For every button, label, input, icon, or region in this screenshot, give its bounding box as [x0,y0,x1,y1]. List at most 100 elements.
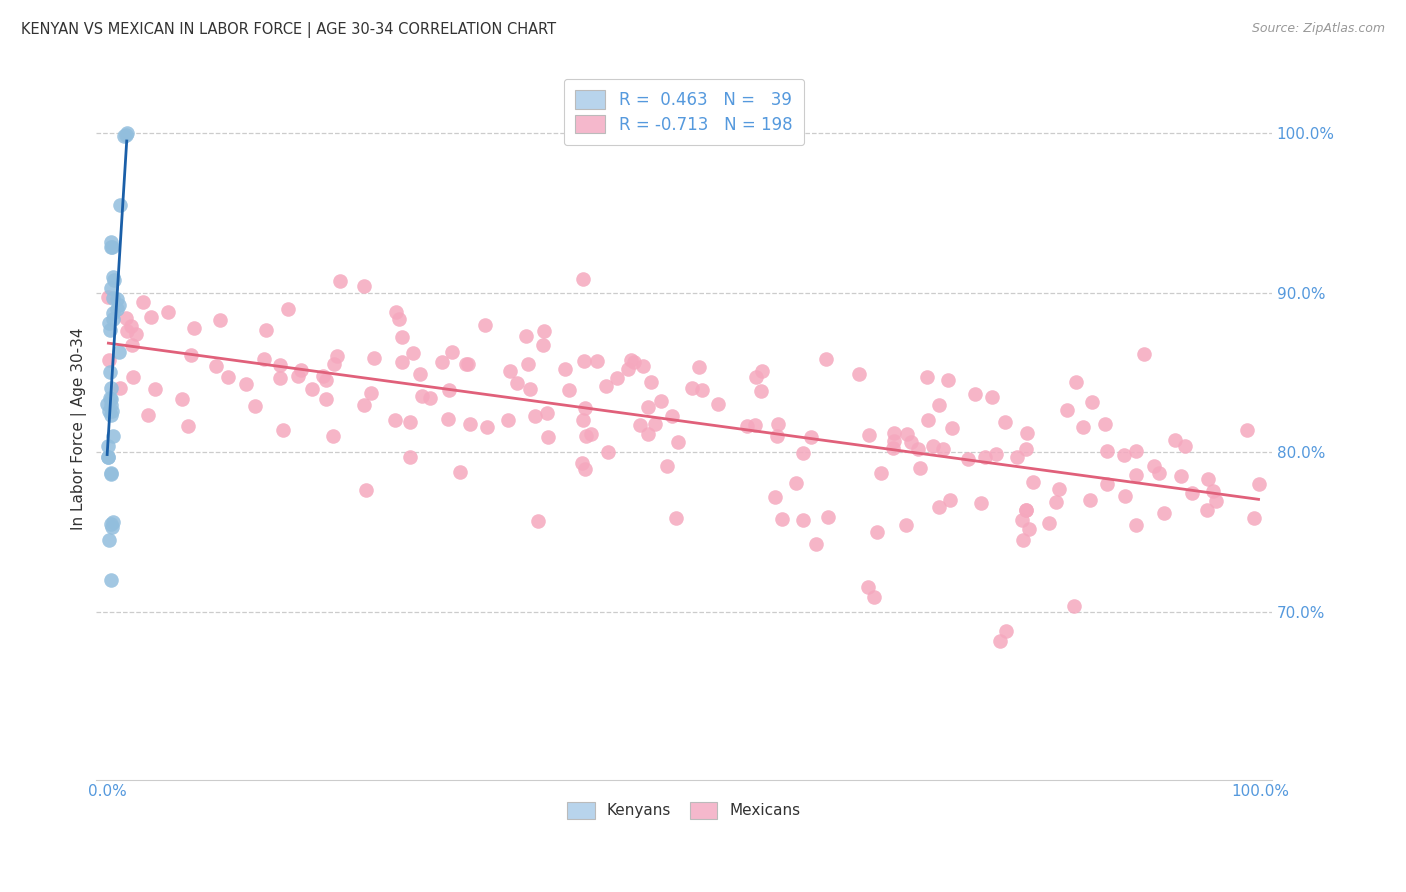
Point [100,323,122,337]
Point [1056,402,1078,417]
Point [273,423,295,437]
Point [499,364,522,378]
Point [112,129,135,144]
Point [1080,492,1102,507]
Point [437,383,460,397]
Point [449,465,471,479]
Point [817,509,839,524]
Point [533,324,555,338]
Point [103,273,125,287]
Point [1063,599,1085,613]
Point [707,397,730,411]
Point [922,439,945,453]
Point [928,398,950,412]
Point [932,442,955,456]
Point [315,392,337,407]
Point [399,450,422,464]
Point [1045,494,1067,508]
Point [1047,482,1070,496]
Point [105,292,128,306]
Point [209,313,232,327]
Point [800,430,823,444]
Point [1017,425,1039,440]
Point [770,511,793,525]
Point [620,353,643,368]
Point [1018,522,1040,536]
Point [1015,503,1038,517]
Point [965,387,987,401]
Y-axis label: In Labor Force | Age 30-34: In Labor Force | Age 30-34 [72,327,87,530]
Point [1114,489,1136,503]
Point [183,321,205,335]
Point [572,272,595,286]
Point [988,633,1011,648]
Point [101,429,124,443]
Point [792,446,814,460]
Point [994,624,1017,638]
Point [858,428,880,442]
Point [785,475,807,490]
Point [360,385,382,400]
Point [1202,483,1225,498]
Point [894,518,917,533]
Point [1022,475,1045,489]
Point [477,420,499,434]
Point [97,404,120,418]
Point [941,421,963,435]
Point [681,381,703,395]
Point [882,441,904,455]
Point [1005,450,1028,464]
Point [595,378,617,392]
Point [287,368,309,383]
Point [1153,506,1175,520]
Point [598,444,620,458]
Point [984,447,1007,461]
Point [896,427,918,442]
Point [98,392,121,406]
Point [856,580,879,594]
Point [98,352,121,367]
Point [883,434,905,448]
Point [572,413,595,427]
Point [157,305,180,319]
Point [458,417,481,431]
Point [815,352,838,367]
Point [97,450,120,464]
Point [436,411,458,425]
Point [409,367,432,381]
Point [616,361,638,376]
Point [454,357,477,371]
Point [269,359,291,373]
Point [136,408,159,422]
Point [277,301,299,316]
Point [524,409,547,424]
Point [108,344,131,359]
Point [98,316,121,330]
Point [204,359,226,373]
Point [1133,346,1156,360]
Point [883,425,905,440]
Point [1080,395,1102,409]
Point [915,370,938,384]
Point [97,533,120,548]
Point [385,304,408,318]
Point [970,496,993,510]
Point [108,198,131,212]
Point [1236,423,1258,437]
Point [217,370,239,384]
Point [1125,443,1147,458]
Point [124,326,146,341]
Point [100,467,122,481]
Point [1125,468,1147,483]
Point [122,370,145,384]
Point [315,373,337,387]
Point [1011,513,1033,527]
Point [353,279,375,293]
Point [1197,472,1219,486]
Point [908,460,931,475]
Point [1163,433,1185,447]
Point [326,350,349,364]
Point [1015,503,1038,517]
Point [870,466,893,480]
Point [763,490,786,504]
